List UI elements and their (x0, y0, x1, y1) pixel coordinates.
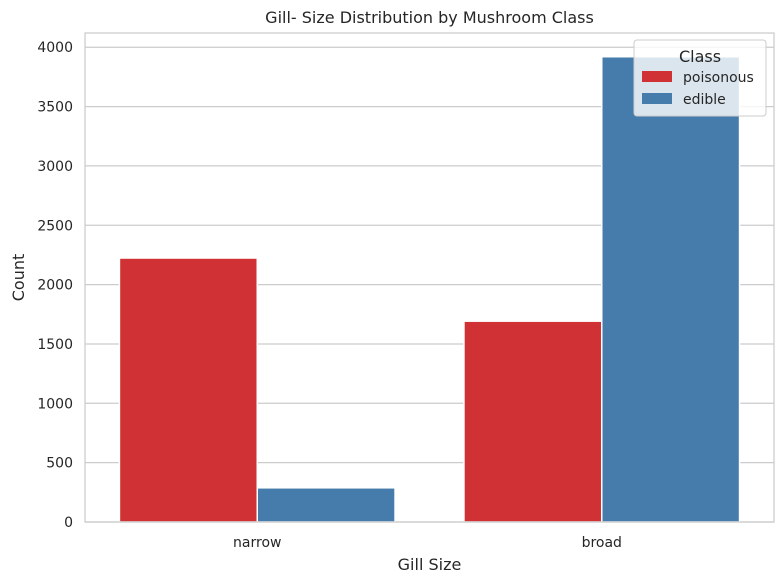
legend: Class poisonous edible (633, 39, 767, 117)
y-tick-label: 1000 (37, 396, 73, 412)
legend-label-poisonous: poisonous (683, 70, 754, 86)
bar-poisonous-broad (463, 320, 603, 523)
y-tick-label: 3500 (37, 100, 73, 116)
legend-title: Class (679, 47, 721, 66)
x-axis-label: Gill Size (398, 555, 462, 574)
y-tick-label: 1500 (37, 337, 73, 353)
y-tick-label: 0 (64, 515, 73, 531)
legend-swatch-poisonous (642, 71, 672, 82)
bar-edible-broad (601, 55, 741, 523)
legend-swatch-edible (642, 93, 672, 104)
plot-frame (84, 32, 775, 523)
x-tick-labels: narrow broad (233, 535, 622, 551)
bars (118, 55, 741, 523)
y-tick-label: 3000 (37, 159, 73, 175)
legend-label-edible: edible (683, 92, 726, 108)
x-tick-label: broad (582, 535, 622, 551)
bar-edible-narrow (256, 487, 396, 523)
chart-title: Gill- Size Distribution by Mushroom Clas… (265, 8, 594, 27)
y-axis-label: Count (9, 254, 28, 302)
y-tick-label: 2000 (37, 278, 73, 294)
bar-poisonous-narrow (118, 257, 258, 523)
y-tick-labels: 0 500 1000 1500 2000 2500 3000 3500 4000 (37, 40, 73, 531)
y-tick-label: 500 (46, 456, 73, 472)
y-tick-label: 4000 (37, 40, 73, 56)
x-tick-label: narrow (233, 535, 281, 551)
y-tick-label: 2500 (37, 218, 73, 234)
